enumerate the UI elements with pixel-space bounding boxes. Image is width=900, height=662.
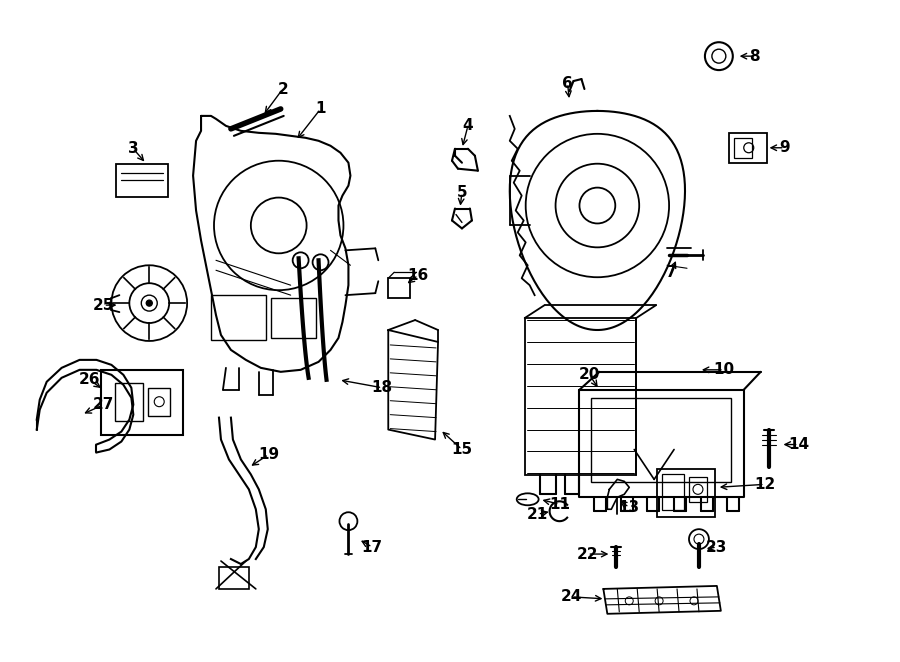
Bar xyxy=(657,469,715,517)
Bar xyxy=(102,370,183,434)
Bar xyxy=(211,295,266,340)
Bar xyxy=(115,383,143,420)
Text: 12: 12 xyxy=(754,477,775,492)
Text: 16: 16 xyxy=(408,267,428,283)
Text: 1: 1 xyxy=(315,101,326,117)
Bar xyxy=(729,133,767,163)
Text: 15: 15 xyxy=(452,442,472,457)
Text: 23: 23 xyxy=(706,540,727,555)
Circle shape xyxy=(141,295,158,311)
Text: 26: 26 xyxy=(79,372,100,387)
Bar xyxy=(148,388,170,416)
Text: 20: 20 xyxy=(579,367,600,383)
Text: 21: 21 xyxy=(527,506,548,522)
Text: 19: 19 xyxy=(258,447,279,462)
Text: 2: 2 xyxy=(277,81,288,97)
Bar xyxy=(116,164,168,197)
Text: 27: 27 xyxy=(93,397,114,412)
Bar xyxy=(271,298,316,338)
Text: 18: 18 xyxy=(372,380,392,395)
Text: 22: 22 xyxy=(577,547,598,561)
Text: 10: 10 xyxy=(714,362,734,377)
Bar xyxy=(734,138,752,158)
Circle shape xyxy=(147,300,152,306)
Text: 4: 4 xyxy=(463,118,473,133)
Text: 9: 9 xyxy=(779,140,790,156)
Text: 25: 25 xyxy=(93,298,114,312)
Bar xyxy=(591,398,731,483)
Text: 14: 14 xyxy=(788,437,809,452)
Text: 8: 8 xyxy=(750,49,760,64)
Bar xyxy=(662,475,684,510)
Bar xyxy=(219,567,248,589)
Text: 5: 5 xyxy=(456,185,467,200)
Text: 3: 3 xyxy=(128,141,139,156)
Text: 13: 13 xyxy=(618,500,640,515)
Text: 6: 6 xyxy=(562,75,573,91)
Text: 24: 24 xyxy=(561,589,582,604)
Bar xyxy=(689,477,706,502)
Bar xyxy=(525,318,636,475)
Text: 11: 11 xyxy=(549,496,570,512)
Text: 17: 17 xyxy=(362,540,382,555)
Bar xyxy=(388,278,410,298)
Text: 7: 7 xyxy=(666,265,677,280)
